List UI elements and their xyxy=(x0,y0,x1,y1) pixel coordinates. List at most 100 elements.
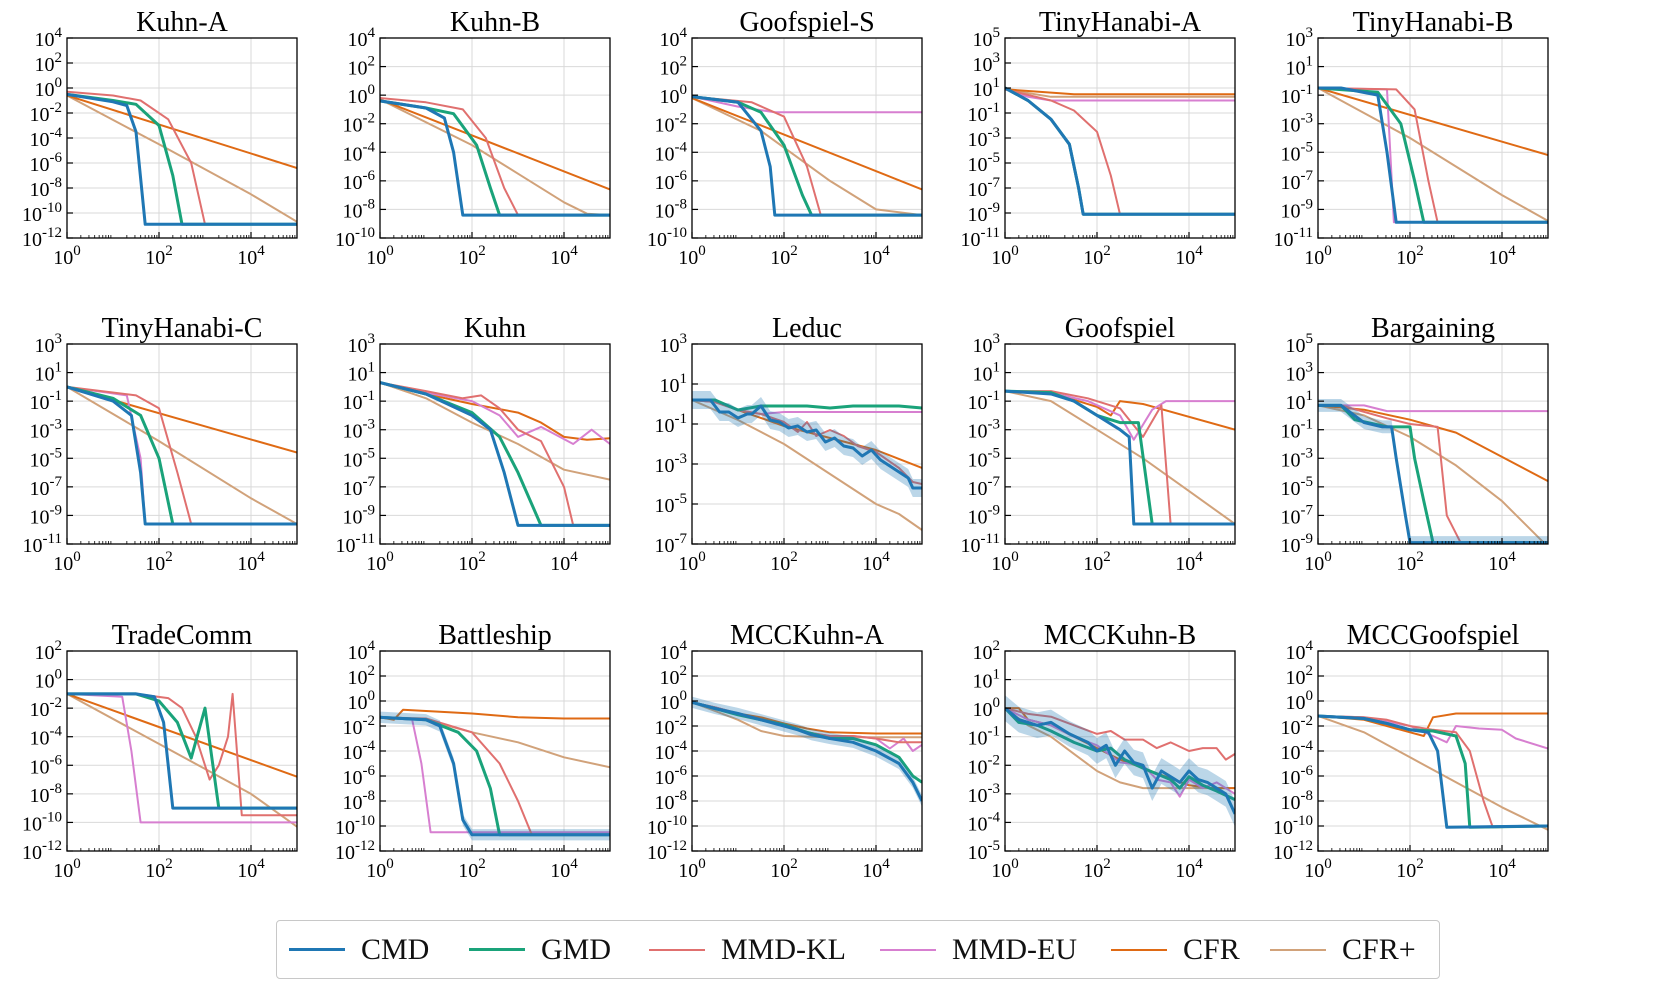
subplot-title: MCCKuhn-A xyxy=(730,620,885,651)
plot-frame xyxy=(66,343,298,545)
x-tick-label: 102 xyxy=(1396,856,1424,882)
series-line-cfr-plus xyxy=(1318,715,1548,831)
x-tick-label: 100 xyxy=(1304,856,1332,882)
y-tick-label: 10-6 xyxy=(343,763,376,789)
legend-label: MMD-EU xyxy=(952,932,1077,966)
x-tick-label: 102 xyxy=(1083,243,1111,269)
y-tick-label: 10-10 xyxy=(1273,813,1313,839)
subplot-mccgoofspiel: 100 102 10410-1210-1010-810-610-410-210010… xyxy=(1273,620,1549,882)
x-tick-label: 102 xyxy=(1396,549,1424,575)
y-tick-label: 10-3 xyxy=(968,781,1001,807)
y-tick-label: 10-7 xyxy=(968,474,1001,500)
legend-item-mmd-eu: MMD-EU xyxy=(880,921,1077,978)
subplot-title: TinyHanabi-A xyxy=(1039,7,1202,38)
y-tick-label: 104 xyxy=(348,25,376,51)
y-tick-label: 10-7 xyxy=(30,474,63,500)
y-tick-label: 100 xyxy=(348,688,376,714)
legend: CMD GMD MMD-KL MMD-EU CFR CFR+ xyxy=(276,920,1440,979)
subplot-title: Battleship xyxy=(438,620,552,651)
y-tick-label: 100 xyxy=(973,695,1001,721)
series-line-mmd-kl xyxy=(1005,707,1235,761)
y-tick-label: 10-5 xyxy=(968,150,1001,176)
y-tick-label: 10-1 xyxy=(968,100,1001,126)
series-line-cfr xyxy=(1005,88,1235,96)
series-line-cmd xyxy=(380,381,610,527)
legend-label: CMD xyxy=(361,932,430,966)
x-tick-label: 100 xyxy=(53,856,81,882)
x-tick-label: 102 xyxy=(145,243,173,269)
series-line-cmd xyxy=(67,692,297,810)
y-tick-label: 105 xyxy=(1286,331,1314,357)
x-tick-label: 100 xyxy=(53,549,81,575)
y-tick-label: 10-1 xyxy=(655,411,688,437)
y-tick-label: 10-5 xyxy=(968,445,1001,471)
series-group xyxy=(1005,86,1235,216)
subplot-title: Goofspiel-S xyxy=(739,7,874,38)
y-tick-label: 10-2 xyxy=(655,111,688,137)
y-tick-label: 10-5 xyxy=(1281,474,1314,500)
x-tick-label: 102 xyxy=(1083,549,1111,575)
x-tick-label: 102 xyxy=(770,856,798,882)
y-tick-label: 103 xyxy=(348,331,376,357)
x-tick-label: 100 xyxy=(366,856,394,882)
y-tick-label: 10-8 xyxy=(655,788,688,814)
y-tick-label: 10-3 xyxy=(968,125,1001,151)
y-tick-label: 10-8 xyxy=(655,196,688,222)
y-tick-label: 102 xyxy=(348,663,376,689)
y-tick-label: 10-11 xyxy=(336,531,375,557)
series-line-mmd-kl xyxy=(67,692,297,817)
y-tick-label: 10-8 xyxy=(30,175,63,201)
y-tick-label: 10-3 xyxy=(1281,445,1314,471)
series-line-cmd xyxy=(692,95,922,217)
subplot-title: Bargaining xyxy=(1371,313,1495,344)
y-tick-label: 10-3 xyxy=(968,417,1001,443)
subplot-leduc: 100 102 104 10-7 10-5 10-3 10-1 101 103 Leduc xyxy=(655,313,923,575)
x-tick-label: 100 xyxy=(678,549,706,575)
y-tick-label: 100 xyxy=(35,667,63,693)
series-line-cmd xyxy=(67,92,297,226)
legend-swatch xyxy=(880,948,936,951)
y-tick-label: 103 xyxy=(35,331,63,357)
series-line-cfr xyxy=(692,97,922,191)
y-tick-label: 10-8 xyxy=(30,781,63,807)
legend-label: GMD xyxy=(541,932,612,966)
series-line-cmd xyxy=(1005,706,1235,815)
y-tick-label: 10-6 xyxy=(655,168,688,194)
x-tick-label: 100 xyxy=(53,243,81,269)
x-tick-label: 104 xyxy=(237,856,265,882)
series-group xyxy=(692,696,922,807)
y-tick-label: 10-2 xyxy=(343,713,376,739)
series-line-cfr-plus xyxy=(67,94,297,223)
x-tick-label: 100 xyxy=(1304,243,1332,269)
legend-swatch xyxy=(649,948,705,951)
legend-label: MMD-KL xyxy=(721,932,846,966)
y-tick-label: 10-1 xyxy=(1281,417,1314,443)
subplot-title: Goofspiel xyxy=(1065,313,1176,344)
series-line-gmd xyxy=(1318,714,1548,829)
series-band-cmd xyxy=(692,391,922,497)
y-tick-label: 10-4 xyxy=(343,738,376,764)
y-tick-label: 10-2 xyxy=(1281,713,1314,739)
y-tick-label: 10-4 xyxy=(343,139,376,165)
y-tick-label: 100 xyxy=(660,82,688,108)
x-tick-label: 102 xyxy=(770,549,798,575)
y-tick-label: 10-1 xyxy=(30,388,63,414)
y-tick-label: 10-9 xyxy=(968,200,1001,226)
y-tick-label: 10-4 xyxy=(655,738,688,764)
y-tick-label: 10-6 xyxy=(30,150,63,176)
y-tick-label: 10-11 xyxy=(1274,225,1313,251)
series-line-mmd-kl xyxy=(380,381,610,527)
x-tick-label: 100 xyxy=(678,856,706,882)
y-tick-label: 10-6 xyxy=(1281,763,1314,789)
series-line-cfr-plus xyxy=(67,386,297,525)
x-tick-label: 100 xyxy=(366,243,394,269)
series-group xyxy=(692,95,922,217)
x-tick-label: 104 xyxy=(862,243,890,269)
y-tick-label: 10-2 xyxy=(968,752,1001,778)
y-tick-label: 10-5 xyxy=(343,445,376,471)
y-tick-label: 10-3 xyxy=(343,417,376,443)
series-line-cmd xyxy=(1318,714,1548,829)
y-tick-label: 102 xyxy=(660,54,688,80)
x-tick-label: 102 xyxy=(1396,243,1424,269)
